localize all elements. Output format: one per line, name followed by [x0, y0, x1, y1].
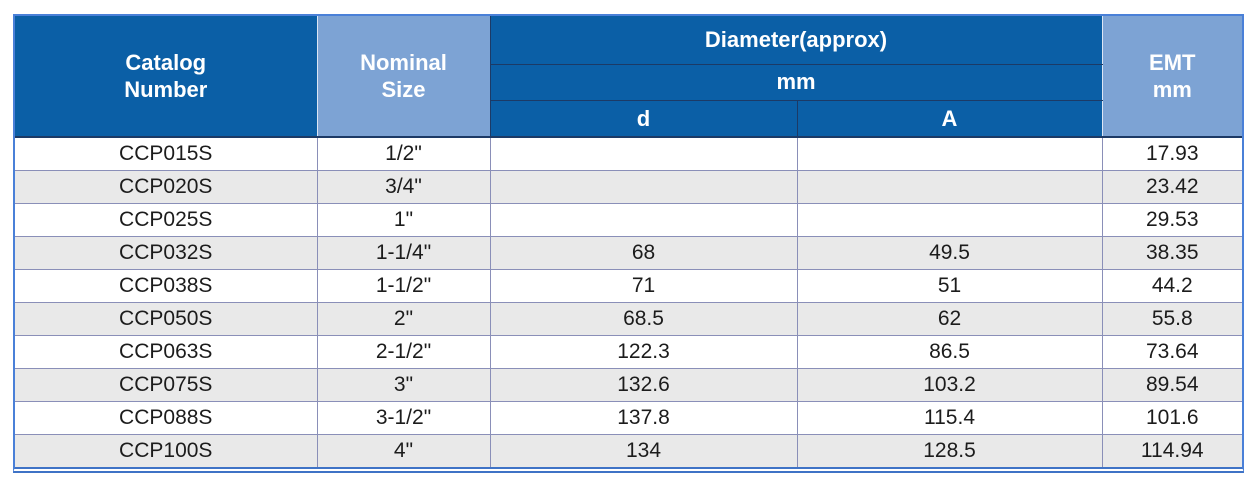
d-cell: 68.5: [489, 301, 798, 336]
a-cell: [796, 202, 1103, 237]
table-row: CCP032S 1-1/4" 68 49.5 38.35: [15, 235, 1242, 270]
nominal-size-cell: 3/4": [316, 169, 491, 204]
nominal-size-cell: 2-1/2": [316, 334, 491, 369]
nominal-size-cell: 4": [316, 433, 491, 467]
table-row: CCP025S 1" 29.53: [15, 202, 1242, 237]
header-nominal-size: Nominal Size: [317, 16, 491, 138]
a-cell: 115.4: [796, 400, 1103, 435]
catalog-cell: CCP063S: [15, 334, 318, 369]
header-catalog-number: Catalog Number: [15, 16, 318, 138]
d-cell: 68: [489, 235, 798, 270]
a-cell: 62: [796, 301, 1103, 336]
catalog-cell: CCP025S: [15, 202, 318, 237]
header-emt: EMT mm: [1102, 16, 1242, 138]
a-cell: [796, 169, 1103, 204]
d-cell: [489, 202, 798, 237]
catalog-cell: CCP088S: [15, 400, 318, 435]
table-body: CCP015S 1/2" 17.93 CCP020S 3/4" 23.42 CC…: [15, 136, 1242, 467]
header-row-3: d A: [15, 100, 1242, 138]
table-row: CCP050S 2" 68.5 62 55.8: [15, 301, 1242, 336]
table-row: CCP063S 2-1/2" 122.3 86.5 73.64: [15, 334, 1242, 369]
header-diameter-unit: mm: [490, 64, 1103, 101]
catalog-cell: CCP032S: [15, 235, 318, 270]
a-cell: 49.5: [796, 235, 1103, 270]
nominal-size-cell: 3-1/2": [316, 400, 491, 435]
emt-cell: 44.2: [1101, 268, 1242, 303]
d-cell: [489, 169, 798, 204]
d-cell: 132.6: [489, 367, 798, 402]
header-col-d: d: [490, 100, 798, 138]
catalog-cell: CCP075S: [15, 367, 318, 402]
emt-cell: 23.42: [1101, 169, 1242, 204]
nominal-size-cell: 2": [316, 301, 491, 336]
emt-cell: 101.6: [1101, 400, 1242, 435]
d-cell: 122.3: [489, 334, 798, 369]
table-row: CCP038S 1-1/2" 71 51 44.2: [15, 268, 1242, 303]
emt-cell: 89.54: [1101, 367, 1242, 402]
nominal-size-cell: 1-1/2": [316, 268, 491, 303]
table-header: Catalog Number Nominal Size Diameter(app…: [15, 16, 1242, 138]
a-cell: 51: [796, 268, 1103, 303]
d-cell: 137.8: [489, 400, 798, 435]
nominal-size-cell: 1-1/4": [316, 235, 491, 270]
spec-table: Catalog Number Nominal Size Diameter(app…: [15, 16, 1242, 467]
header-row-2: mm: [15, 64, 1242, 101]
table-row: CCP020S 3/4" 23.42: [15, 169, 1242, 204]
emt-cell: 73.64: [1101, 334, 1242, 369]
emt-cell: 29.53: [1101, 202, 1242, 237]
header-row-1: Catalog Number Nominal Size Diameter(app…: [15, 16, 1242, 138]
a-cell: 128.5: [796, 433, 1103, 467]
emt-cell: 38.35: [1101, 235, 1242, 270]
table-row: CCP100S 4" 134 128.5 114.94: [15, 433, 1242, 467]
emt-cell: 55.8: [1101, 301, 1242, 336]
catalog-cell: CCP020S: [15, 169, 318, 204]
nominal-size-cell: 1": [316, 202, 491, 237]
table-row: CCP075S 3" 132.6 103.2 89.54: [15, 367, 1242, 402]
header-diameter-group: Diameter(approx): [490, 16, 1103, 65]
header-col-a: A: [797, 100, 1103, 138]
emt-cell: 114.94: [1101, 433, 1242, 467]
nominal-size-cell: 1/2": [316, 136, 491, 171]
catalog-cell: CCP050S: [15, 301, 318, 336]
a-cell: [796, 136, 1103, 171]
spec-table-frame: Catalog Number Nominal Size Diameter(app…: [13, 14, 1244, 473]
catalog-cell: CCP015S: [15, 136, 318, 171]
table-row: CCP088S 3-1/2" 137.8 115.4 101.6: [15, 400, 1242, 435]
catalog-cell: CCP038S: [15, 268, 318, 303]
a-cell: 86.5: [796, 334, 1103, 369]
emt-cell: 17.93: [1101, 136, 1242, 171]
d-cell: 134: [489, 433, 798, 467]
a-cell: 103.2: [796, 367, 1103, 402]
d-cell: 71: [489, 268, 798, 303]
catalog-cell: CCP100S: [15, 433, 318, 467]
table-row: CCP015S 1/2" 17.93: [15, 136, 1242, 171]
d-cell: [489, 136, 798, 171]
nominal-size-cell: 3": [316, 367, 491, 402]
